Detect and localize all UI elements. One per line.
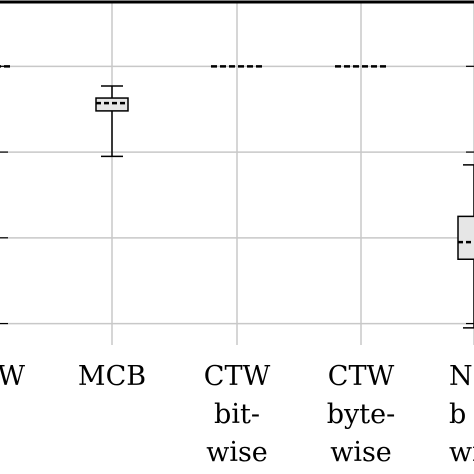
x-tick-label-ctw-bit-line3: wise bbox=[206, 437, 268, 468]
x-tick-label-mcb-line1: MCB bbox=[78, 361, 146, 392]
x-tick-label-ctw-byte-line2: byte- bbox=[327, 399, 396, 430]
box-layer bbox=[0, 65, 474, 329]
x-tick-label-n-line3: wi bbox=[449, 437, 474, 468]
x-tick-label-ctw-byte-line3: wise bbox=[330, 437, 392, 468]
x-tick-label-ctw-bit-line1: CTW bbox=[204, 361, 271, 392]
iqr-box bbox=[457, 215, 474, 260]
x-tick-label-n-line2: b bbox=[449, 399, 466, 430]
box-n bbox=[457, 164, 474, 329]
box-mcb bbox=[95, 85, 129, 158]
iqr-box bbox=[95, 97, 129, 112]
x-tick-label-ctw-byte-line1: CTW bbox=[328, 361, 395, 392]
x-tick-label-ctw-bit-line2: bit- bbox=[214, 399, 260, 430]
x-tick-label-n-line1: N bbox=[449, 361, 473, 392]
x-tick-label-ctw-line1: W bbox=[0, 361, 25, 392]
grid-layer bbox=[0, 2, 474, 345]
x-tick-labels: W MCB CTW bit-wise CTW byte-wise Nb wi bbox=[0, 361, 474, 468]
